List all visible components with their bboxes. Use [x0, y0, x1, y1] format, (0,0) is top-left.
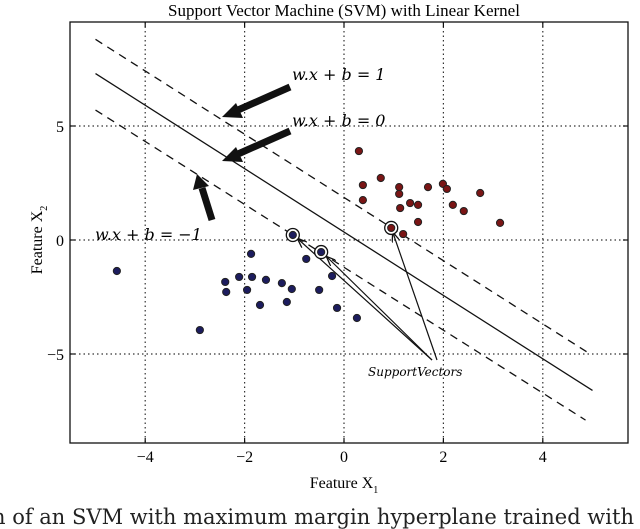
data-point [423, 183, 433, 192]
arrow-to-positive-margin [222, 83, 292, 118]
data-point [396, 203, 405, 213]
y-tick-label: −5 [47, 347, 64, 364]
equation-hyperplane: w.x + b = 0 [292, 111, 385, 130]
support-vectors-label: SupportVectors [368, 365, 462, 379]
x-axis-ticks: −4 −2 0 2 4 [137, 22, 547, 466]
support-vector-point [387, 223, 396, 233]
x-tick-label: −4 [137, 449, 154, 466]
y-axis-ticks: 5 0 −5 [47, 119, 628, 364]
data-point [302, 254, 311, 264]
x-tick-label: 0 [340, 449, 348, 466]
thick-arrows [193, 83, 292, 222]
data-point [247, 272, 257, 282]
decision-hyperplane [95, 73, 593, 392]
data-points [112, 146, 505, 335]
data-point [442, 184, 451, 194]
arrow-to-negative-margin [193, 174, 216, 222]
data-point [195, 325, 204, 335]
data-point [448, 200, 457, 209]
data-point [395, 189, 404, 199]
data-point [255, 300, 265, 310]
support-vector-point [317, 247, 326, 257]
y-tick-label: 5 [56, 119, 64, 136]
y-tick-label: 0 [56, 233, 64, 250]
data-point [358, 196, 367, 205]
equation-negative-margin: w.x + b = −1 [95, 225, 202, 244]
data-point [287, 284, 296, 294]
arrow-to-hyperplane [222, 127, 292, 162]
figure-caption: n of an SVM with maximum margin hyperpla… [0, 505, 634, 529]
data-point [282, 297, 291, 307]
data-point [112, 266, 121, 276]
data-point [235, 272, 244, 282]
data-point [315, 285, 324, 295]
data-point [327, 271, 337, 281]
data-point [399, 229, 408, 239]
hyperplane-lines [95, 38, 593, 421]
data-point [413, 200, 423, 209]
data-point [352, 313, 362, 323]
data-point [495, 218, 505, 227]
data-point [222, 287, 231, 297]
data-point [395, 183, 404, 192]
data-point [221, 277, 230, 287]
data-point [476, 188, 485, 198]
data-point [332, 303, 342, 313]
data-point [261, 275, 271, 284]
x-tick-label: −2 [236, 449, 253, 466]
chart-title: Support Vector Machine (SVM) with Linear… [168, 1, 520, 20]
x-tick-label: 4 [539, 449, 547, 466]
data-point [413, 217, 423, 227]
equation-positive-margin: w.x + b = 1 [292, 65, 385, 84]
margin-line [95, 38, 587, 353]
support-vector-point [288, 230, 297, 240]
data-point [277, 278, 286, 288]
data-point [246, 249, 256, 259]
x-tick-label: 2 [439, 449, 447, 466]
data-point [459, 206, 468, 216]
x-axis-label: Feature X1 [310, 475, 379, 496]
y-axis-label: Feature X2 [29, 206, 50, 275]
data-point [406, 198, 415, 208]
data-point [354, 146, 364, 156]
data-point [358, 180, 367, 190]
data-point [242, 285, 252, 295]
margin-line [95, 109, 586, 421]
plot-frame [69, 21, 629, 444]
data-point [376, 173, 385, 183]
